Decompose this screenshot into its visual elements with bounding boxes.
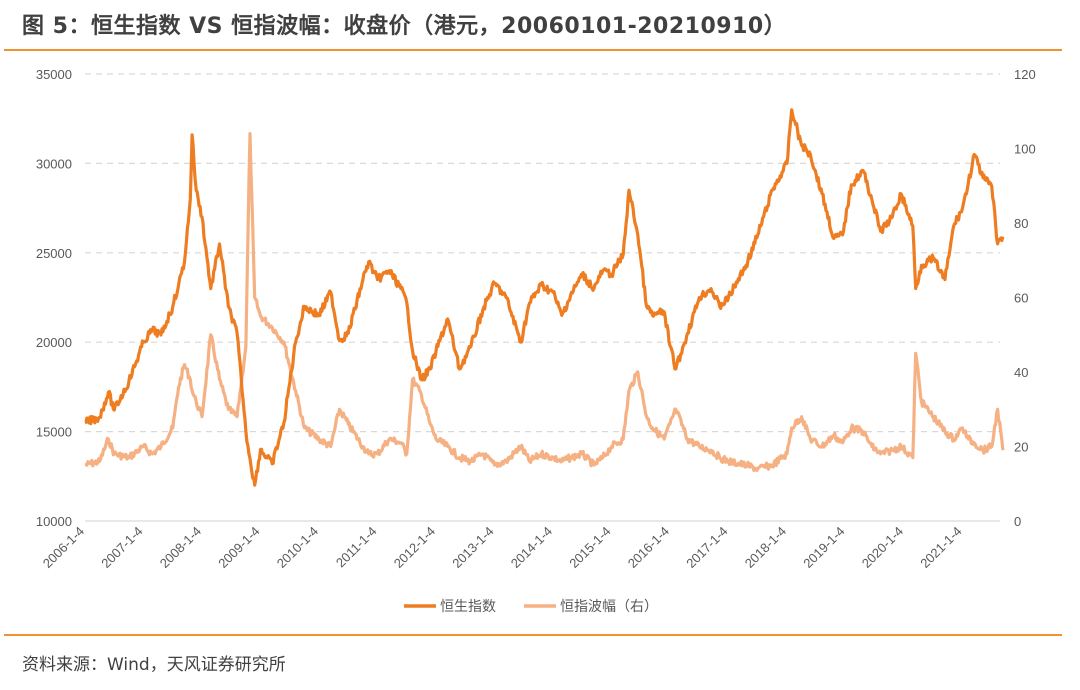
y-left-tick-label: 25000 [36,246,72,261]
figure-title: 图 5：恒生指数 VS 恒指波幅：收盘价（港元，20060101-2021091… [22,14,787,39]
x-tick-label: 2012-1-4 [391,524,438,571]
x-tick-label: 2019-1-4 [800,524,847,571]
y-left-tick-label: 35000 [36,67,72,82]
x-tick-label: 2009-1-4 [215,524,262,571]
x-tick-label: 2018-1-4 [742,524,789,571]
y-right-tick-label: 60 [1014,291,1028,306]
x-tick-label: 2011-1-4 [333,524,380,571]
legend: 恒生指数 恒指波幅（右） [404,599,658,615]
source-note: 资料来源：Wind，天风证券研究所 [22,655,286,675]
y-right-tick-label: 20 [1014,440,1028,455]
x-axis: 2006-1-4 2007-1-4 2008-1-4 2009-1-4 2010-1-4… [40,524,965,571]
y-axis-left: 10000 15000 20000 25000 30000 35000 [36,67,72,529]
x-tick-label: 2015-1-4 [566,524,613,571]
x-tick-label: 2017-1-4 [683,524,730,571]
y-right-tick-label: 100 [1014,142,1036,157]
line-chart: 10000 15000 20000 25000 30000 35000 0 20 40 60 80… [36,67,1036,615]
x-tick-label: 2008-1-4 [157,524,204,571]
y-left-tick-label: 10000 [36,514,72,529]
y-right-tick-label: 40 [1014,365,1028,380]
x-tick-label: 2021-1-4 [917,524,964,571]
series-hsi-line [84,108,1005,487]
x-tick-label: 2016-1-4 [625,524,672,571]
x-tick-label: 2006-1-4 [40,524,87,571]
y-left-tick-label: 20000 [36,335,72,350]
y-axis-right: 0 20 40 60 80 100 120 [1014,67,1036,529]
legend-hsi-label: 恒生指数 [440,599,496,615]
y-right-tick-label: 80 [1014,216,1028,231]
gridlines [85,73,1000,522]
x-tick-label: 2010-1-4 [274,524,321,571]
series-vhsi-line [84,132,1005,472]
legend-vhsi-label: 恒指波幅（右） [560,599,658,615]
x-tick-label: 2013-1-4 [449,524,496,571]
y-right-tick-label: 120 [1014,67,1036,82]
title-rule [4,49,1062,51]
y-right-tick-label: 0 [1014,514,1021,529]
x-tick-label: 2014-1-4 [508,524,555,571]
y-left-tick-label: 15000 [36,425,72,440]
footer-rule [4,634,1062,636]
x-tick-label: 2020-1-4 [859,524,906,571]
x-tick-label: 2007-1-4 [98,524,145,571]
y-left-tick-label: 30000 [36,156,72,171]
